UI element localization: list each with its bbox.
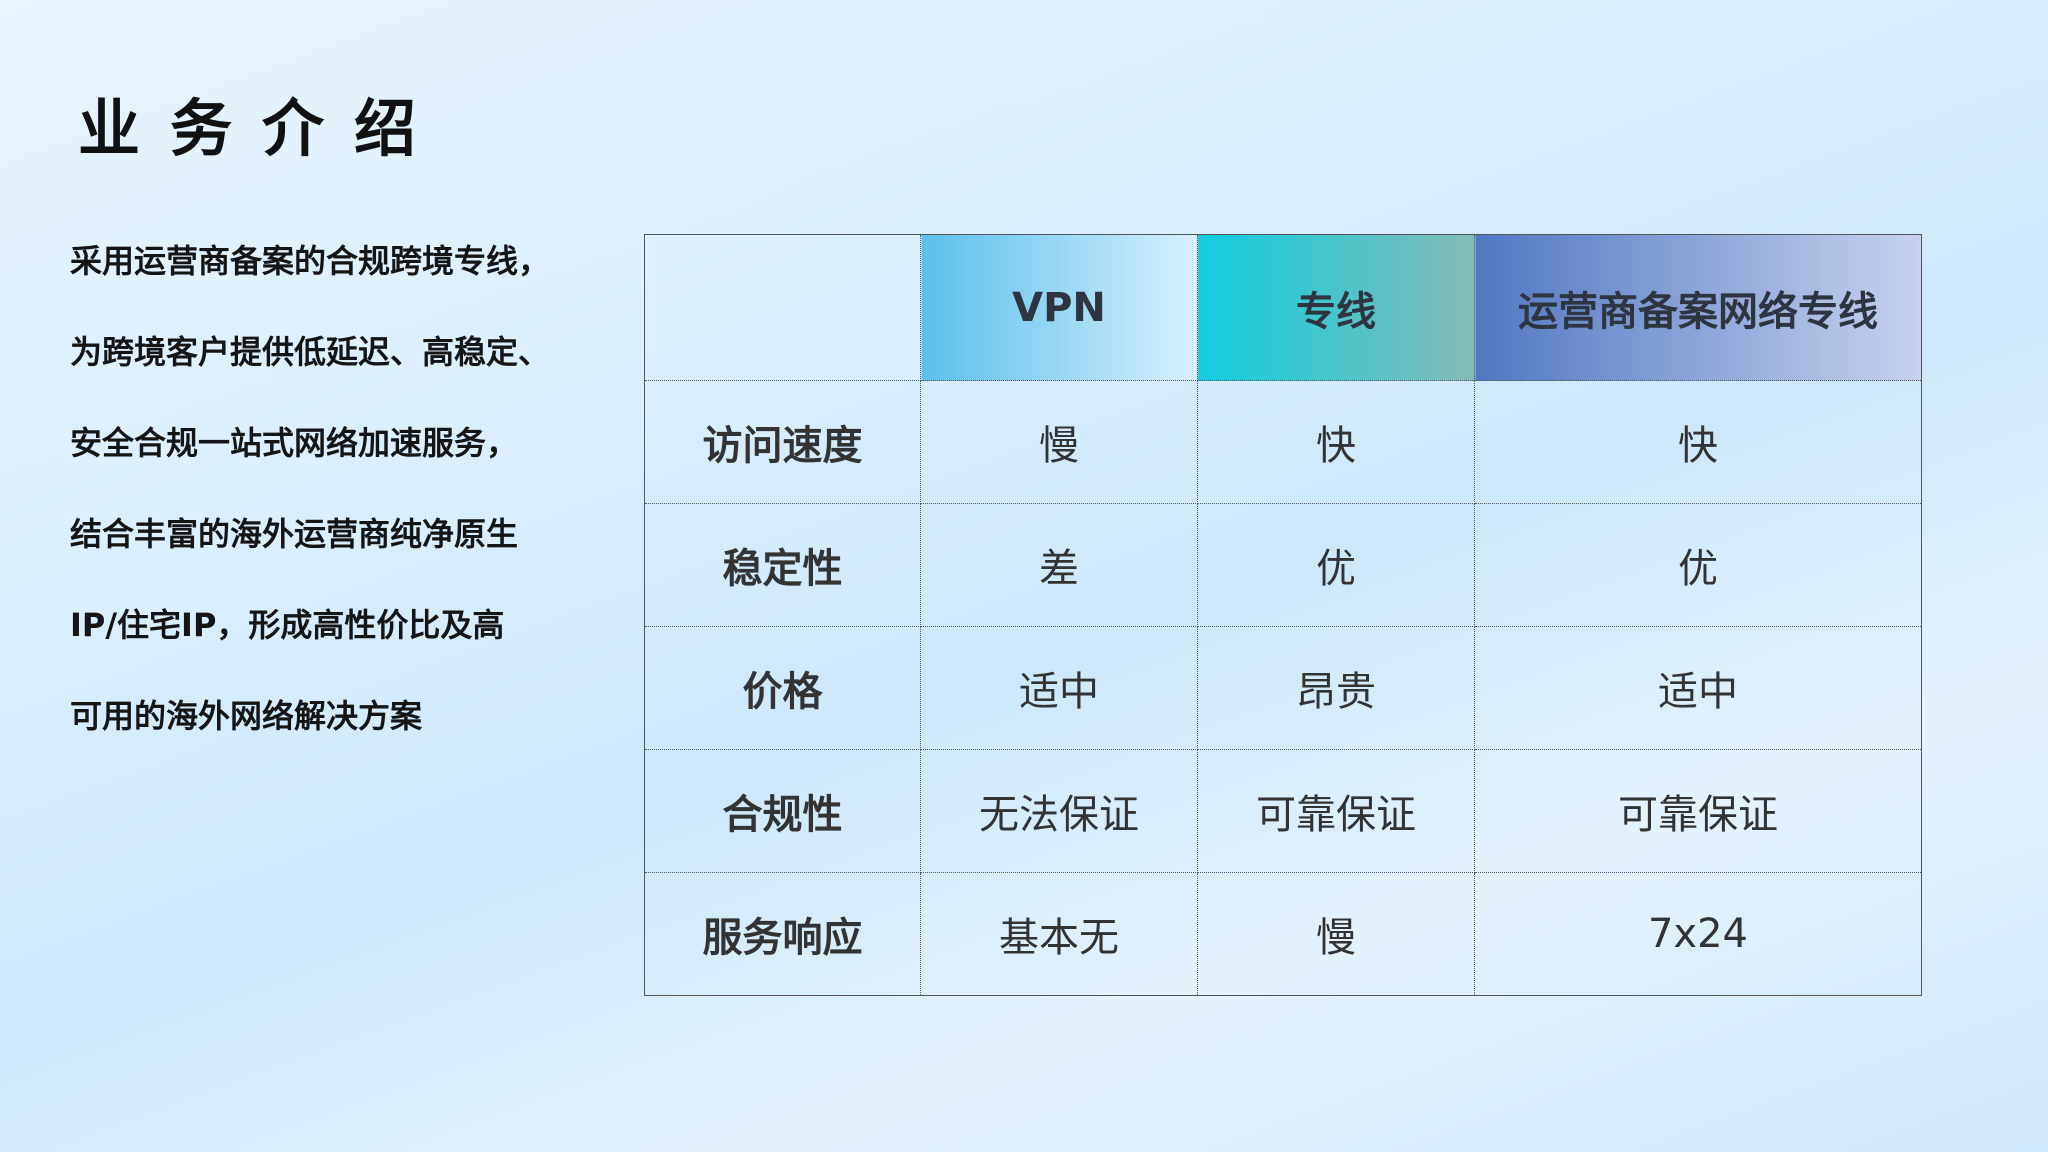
table-cell: 昂贵 [1197,626,1475,750]
table-row: 访问速度 慢 快 快 [644,380,1922,504]
intro-line: 为跨境客户提供低延迟、高稳定、 [70,333,551,371]
table-cell: 无法保证 [920,749,1198,873]
intro-line: 采用运营商备案的合规跨境专线， [70,242,551,280]
row-label: 稳定性 [644,503,921,627]
table-cell: 慢 [1197,872,1475,996]
table-row: 服务响应 基本无 慢 7x24 [644,872,1922,996]
table-cell: 可靠保证 [1197,749,1475,873]
table-cell: 差 [920,503,1198,627]
table-cell: 慢 [920,380,1198,504]
header-vpn: VPN [920,234,1198,381]
table-row: 合规性 无法保证 可靠保证 可靠保证 [644,749,1922,873]
page-title: 业务介绍 [78,92,447,165]
row-label: 服务响应 [644,872,921,996]
header-carrier-line: 运营商备案网络专线 [1474,234,1922,381]
row-label: 合规性 [644,749,921,873]
table-row: 稳定性 差 优 优 [644,503,1922,627]
intro-line: 可用的海外网络解决方案 [70,697,423,735]
table-header-row: VPN 专线 运营商备案网络专线 [644,234,1922,381]
table-cell: 优 [1474,503,1922,627]
table-cell: 7x24 [1474,872,1922,996]
intro-paragraph: 采用运营商备案的合规跨境专线， 为跨境客户提供低延迟、高稳定、 安全合规一站式网… [70,236,630,782]
table-cell: 适中 [920,626,1198,750]
table-cell: 适中 [1474,626,1922,750]
table-cell: 可靠保证 [1474,749,1922,873]
header-dedicated-line: 专线 [1197,234,1475,381]
header-empty [644,234,921,381]
table-row: 价格 适中 昂贵 适中 [644,626,1922,750]
intro-line: 安全合规一站式网络加速服务， [70,424,519,462]
intro-line: 结合丰富的海外运营商纯净原生 [70,515,519,553]
table-cell: 优 [1197,503,1475,627]
table-cell: 快 [1197,380,1475,504]
row-label: 访问速度 [644,380,921,504]
intro-line: IP/住宅IP，形成高性价比及高 [70,606,505,644]
row-label: 价格 [644,626,921,750]
table-cell: 基本无 [920,872,1198,996]
comparison-table: VPN 专线 运营商备案网络专线 访问速度 慢 快 快 稳定性 差 优 优 价格… [644,234,1922,996]
table-cell: 快 [1474,380,1922,504]
